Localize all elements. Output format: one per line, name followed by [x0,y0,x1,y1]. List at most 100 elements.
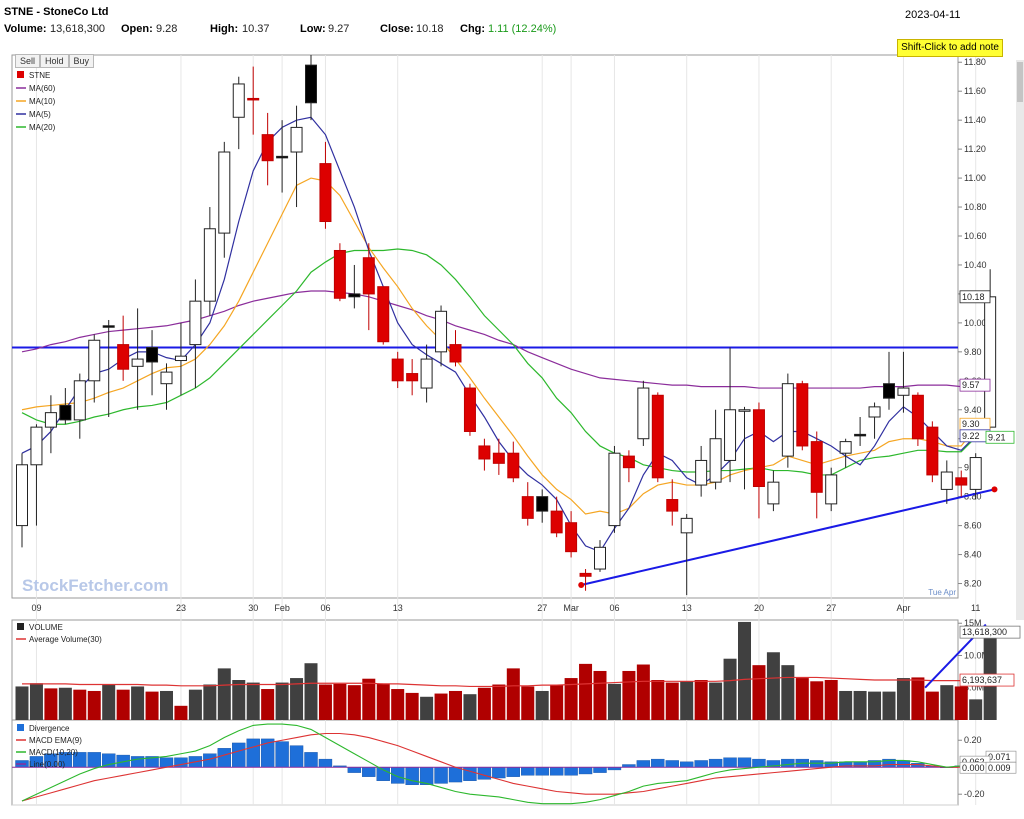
macd-histogram-bar [318,758,333,768]
hold-button[interactable]: Hold [40,54,69,68]
volume-bar [868,691,882,720]
open-label: Open: [121,23,153,35]
volume-bar [203,684,217,720]
candle-body [420,358,433,389]
candle-body [839,441,852,454]
candle-body [348,293,361,298]
macd-line [21,723,976,805]
candle-body [449,344,462,363]
add-note-tooltip[interactable]: Shift-Click to add note [897,39,1003,57]
price-value-label: 10.18 [962,292,985,302]
price-tick-label: 8.80 [964,492,982,502]
macd-histogram-bar [781,758,795,768]
date-tick-label: 11 [971,603,980,613]
legend-entry: Divergence [29,724,70,733]
price-value-label: 9.57 [962,380,980,390]
candle-body [218,151,231,234]
buy-button[interactable]: Buy [68,54,95,68]
volume-bar [680,681,694,720]
volume-bar [925,691,939,720]
volume-bar [347,685,361,720]
price-tick-label: 8.20 [964,579,982,589]
price-tick-label: 11.80 [964,57,986,67]
price-tick-label: 8.40 [964,550,982,560]
price-tick-label: 9.40 [964,405,982,415]
volume-bar [795,678,809,720]
candle-body [362,257,375,295]
macd-histogram-bar [362,767,376,777]
price-tick-label: 10.80 [964,202,987,212]
volume-bar [15,686,29,720]
macd-histogram-bar [564,767,578,776]
volume-bar [853,690,867,720]
macd-value-box [985,761,1017,774]
candle-body [305,64,317,104]
macd-histogram-bar [593,767,607,773]
macd-histogram-bar [376,767,390,781]
volume-bar [434,693,448,720]
macd-histogram-bar [708,758,723,768]
scrollbar-track[interactable] [1016,60,1024,620]
candle-body [102,325,115,328]
volume-bar [145,691,159,720]
candle-body [174,355,187,362]
legend-entry: MACD EMA(9) [29,736,82,745]
candle-body [377,286,390,343]
macd-histogram-bar [448,767,463,783]
candle-body [926,426,939,476]
date-tick-label: Mar [563,603,579,613]
price-tick-label: 10.00 [964,318,987,328]
scrollbar-thumb[interactable] [1017,62,1023,102]
candle-body [709,438,722,483]
candle-body [44,412,57,428]
volume-value-box [959,673,1015,687]
legend-entry: VOLUME [29,623,63,632]
volume-bar [738,621,751,720]
volume-bar [87,690,101,720]
volume-bar [954,686,968,720]
price-tick-label: 11.60 [964,86,986,96]
macd-histogram-bar [275,741,289,768]
volume-bar [217,668,231,720]
volume-bar [116,689,130,720]
macd-value-label: 0.000 [962,763,985,773]
volume-bar [261,689,275,720]
sell-button[interactable]: Sell [15,54,41,68]
price-value-box [959,378,991,392]
candle-body [492,452,505,464]
candle-body [854,433,867,437]
price-value-label: 9.21 [988,432,1006,442]
price-tick-label: 10.60 [964,231,987,241]
price-tick-label: 11.00 [964,173,986,183]
volume-bar [275,682,289,720]
candle-body [955,477,968,486]
macd-histogram-bar [680,761,694,768]
macd-value-label: 0.009 [988,763,1011,773]
volume-value-label: 13,618,300 [962,627,1007,637]
candle-body [435,310,448,353]
macd-histogram-bar [694,760,708,768]
watermark-logo: StockFetcher.com [22,576,168,595]
legend-entry: Average Volume(30) [29,635,102,644]
candle-body [579,572,592,577]
macd-histogram-bar [737,757,752,768]
candle-body [608,452,621,527]
action-buttons: Sell Hold Buy [15,54,95,68]
price-value-box [985,430,1015,444]
volume-tick-label: 15M [964,618,982,628]
volume-bar [940,685,954,720]
low-label: Low: [300,23,326,35]
volume-bar [535,690,549,720]
macd-histogram-bar [246,738,260,768]
volume-bar [318,684,332,720]
volume-tick-label: 10.0M [964,650,989,660]
volume-bar [593,670,607,720]
volume-bar [911,677,925,720]
price-tick-label: 8.60 [964,521,982,531]
candle-body [565,522,578,553]
candle-body [666,499,679,512]
volume-bar [44,688,58,720]
open-value: 9.28 [156,23,178,35]
macd-tick-label: 0.20 [964,735,982,745]
